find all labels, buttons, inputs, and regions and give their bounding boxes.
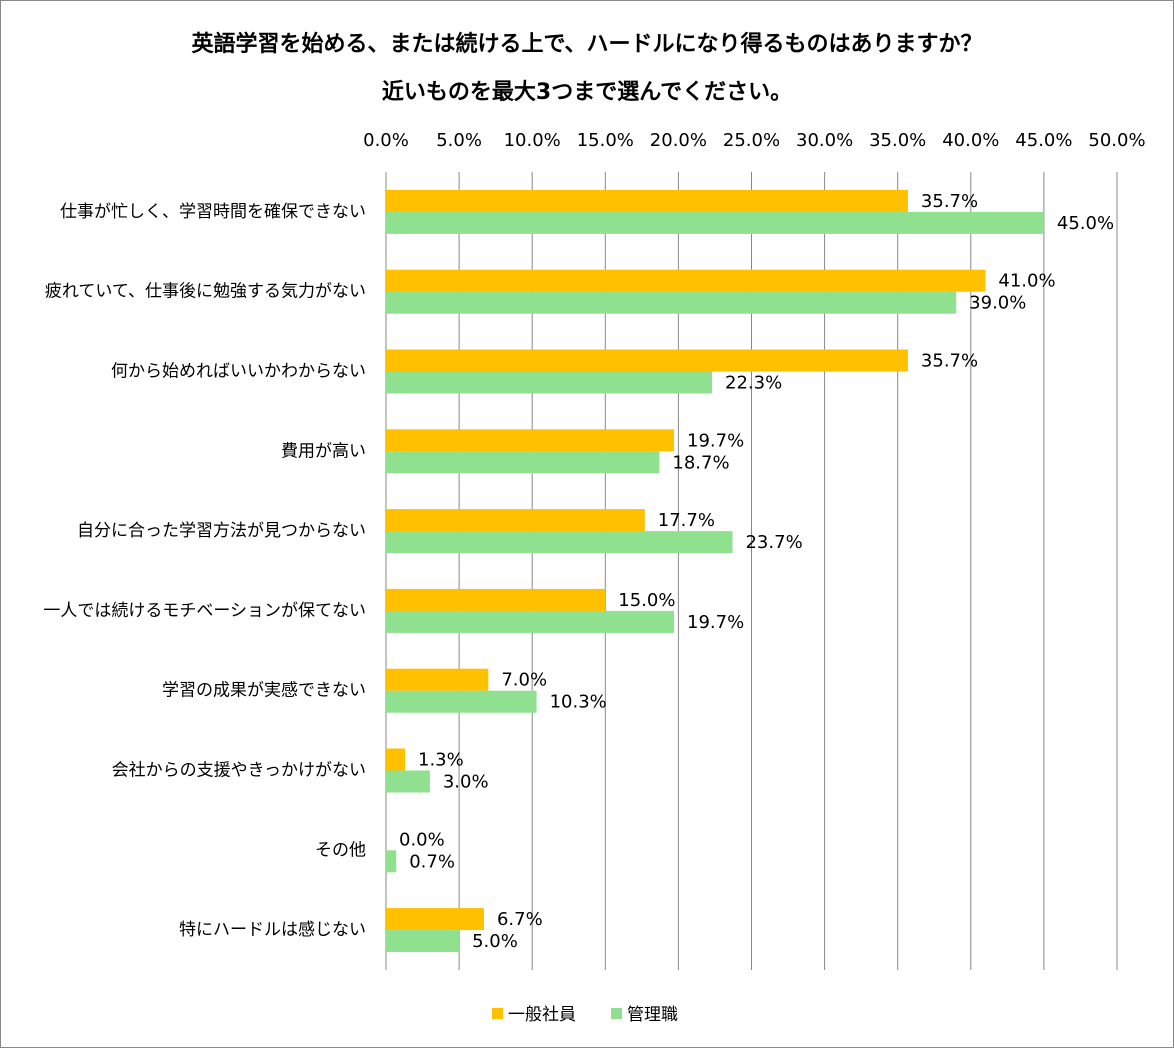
value-label: 19.7% (687, 430, 744, 451)
legend-marker (492, 1008, 503, 1019)
x-tick-label: 40.0% (942, 130, 999, 151)
bar (386, 291, 957, 314)
value-label: 10.3% (550, 692, 607, 713)
x-tick-label: 20.0% (650, 130, 707, 151)
value-label: 0.0% (399, 829, 445, 850)
legend-marker (611, 1008, 622, 1019)
bar (386, 269, 986, 292)
bar (386, 349, 908, 372)
value-label: 23.7% (745, 532, 802, 553)
bar (386, 908, 484, 931)
bar (386, 748, 406, 771)
x-tick-label: 25.0% (723, 130, 780, 151)
value-label: 45.0% (1057, 213, 1114, 234)
y-tick-label: 一人では続けるモチベーションが保てない (43, 601, 366, 621)
chart-title: 英語学習を始める、または続ける上で、ハードルになり得るものはありますか？ (191, 31, 982, 57)
value-label: 35.7% (921, 351, 978, 372)
value-label: 22.3% (725, 373, 782, 394)
bar (386, 189, 908, 212)
y-tick-label: 会社からの支援やきっかけがない (112, 761, 366, 781)
bar (386, 668, 489, 691)
x-tick-label: 15.0% (577, 130, 634, 151)
value-label: 5.0% (472, 931, 518, 952)
bar (386, 509, 645, 532)
value-label: 15.0% (618, 590, 675, 611)
bar (386, 531, 733, 554)
x-tick-label: 45.0% (1015, 130, 1072, 151)
value-label: 41.0% (998, 271, 1055, 292)
y-tick-label: その他 (315, 840, 366, 860)
bar (386, 451, 660, 474)
x-tick-label: 5.0% (436, 130, 482, 151)
x-tick-label: 10.0% (504, 130, 561, 151)
value-label: 3.0% (443, 772, 489, 793)
y-tick-label: 仕事が忙しく、学習時間を確保できない (60, 202, 366, 222)
bar (386, 371, 713, 394)
x-tick-label: 35.0% (869, 130, 926, 151)
y-tick-label: 特にハードルは感じない (179, 920, 366, 940)
value-label: 0.7% (409, 851, 455, 872)
value-label: 1.3% (418, 750, 464, 771)
x-tick-label: 50.0% (1088, 130, 1145, 151)
bar (386, 690, 537, 713)
y-tick-label: 学習の成果が実感できない (162, 681, 366, 701)
bar (386, 429, 675, 452)
y-tick-label: 何から始めればいいかわからない (111, 362, 366, 382)
value-label: 6.7% (497, 909, 543, 930)
chart-title: 近いものを最大3つまで選んでください。 (382, 79, 792, 105)
bar (386, 610, 675, 633)
bar (386, 930, 460, 953)
value-label: 19.7% (687, 612, 744, 633)
y-tick-label: 自分に合った学習方法が見つからない (77, 521, 366, 541)
legend-label: 一般社員 (508, 1005, 576, 1025)
x-tick-label: 0.0% (363, 130, 409, 151)
bar (386, 850, 397, 873)
legend-label: 管理職 (627, 1005, 678, 1025)
y-tick-label: 費用が高い (281, 441, 366, 461)
value-label: 35.7% (921, 191, 978, 212)
value-label: 18.7% (672, 452, 729, 473)
bar (386, 770, 430, 793)
value-label: 17.7% (658, 510, 715, 531)
value-label: 39.0% (969, 293, 1026, 314)
x-tick-label: 30.0% (796, 130, 853, 151)
bar (386, 211, 1044, 234)
bar (386, 588, 606, 611)
y-tick-label: 疲れていて、仕事後に勉強する気力がない (45, 282, 366, 302)
value-label: 7.0% (501, 670, 547, 691)
